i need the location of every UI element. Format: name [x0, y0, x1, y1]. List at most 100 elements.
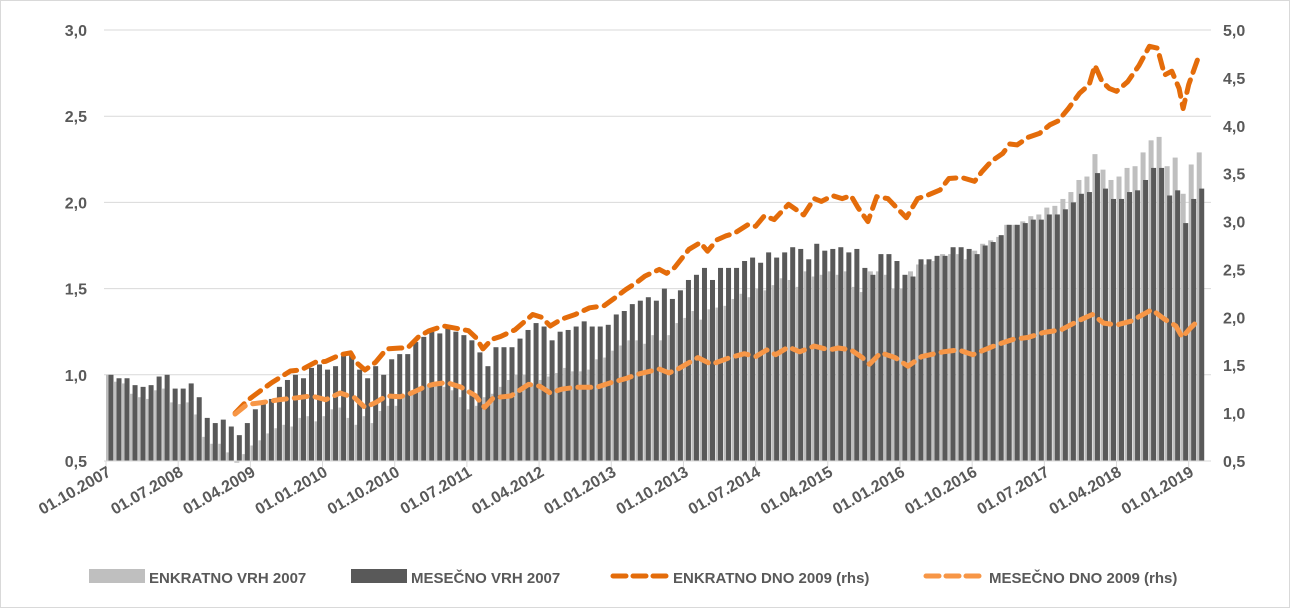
- x-tick-label: 01.07.2008: [108, 464, 186, 519]
- bar-mesecno-vrh: [1143, 179, 1149, 461]
- bar-mesecno-vrh: [292, 374, 298, 461]
- bar-mesecno-vrh: [557, 331, 563, 461]
- bar-mesecno-vrh: [621, 311, 627, 461]
- y-left-tick-label: 0,5: [65, 454, 87, 471]
- bar-mesecno-vrh: [268, 398, 274, 461]
- bar-mesecno-vrh: [766, 252, 772, 461]
- x-tick-label: 01.10.2013: [614, 464, 692, 519]
- y-right-tick-label: 0,5: [1223, 454, 1245, 471]
- bar-mesecno-vrh: [637, 300, 643, 461]
- bar-mesecno-vrh: [517, 338, 523, 461]
- bar-mesecno-vrh: [782, 252, 788, 461]
- bar-enkratno-vrh: [234, 461, 240, 463]
- legend-item-enkratno-dno: ENKRATNO DNO 2009 (rhs): [610, 570, 869, 587]
- series-mesecno-vrh-2007: [108, 167, 1205, 462]
- y-right-tick-label: 3,0: [1223, 215, 1245, 232]
- bar-mesecno-vrh: [1062, 209, 1068, 461]
- bar-mesecno-vrh: [188, 383, 194, 461]
- bar-mesecno-vrh: [878, 254, 884, 461]
- bar-mesecno-vrh: [1111, 198, 1116, 461]
- y-left-tick-label: 2,5: [65, 109, 87, 126]
- bar-mesecno-vrh: [958, 247, 964, 461]
- bar-mesecno-vrh: [204, 417, 210, 461]
- line-series: [232, 43, 1200, 417]
- legend-swatch-dark-gray: [351, 569, 407, 583]
- bar-mesecno-vrh: [373, 366, 379, 461]
- bar-mesecno-vrh: [605, 324, 611, 461]
- bar-mesecno-vrh: [910, 276, 916, 461]
- y-left-tick-label: 1,5: [65, 282, 87, 299]
- bar-mesecno-vrh: [132, 385, 138, 461]
- legend-item-enkratno-vrh: ENKRATNO VRH 2007: [89, 569, 306, 587]
- bar-mesecno-vrh: [902, 274, 908, 461]
- bar-mesecno-vrh: [974, 254, 980, 461]
- x-tick-label: 01.07.2017: [974, 464, 1052, 519]
- bar-mesecno-vrh: [734, 267, 740, 461]
- bar-mesecno-vrh: [349, 354, 355, 461]
- bar-mesecno-vrh: [982, 245, 988, 461]
- legend-label: MESEČNO DNO 2009 (rhs): [989, 569, 1177, 587]
- bar-mesecno-vrh: [212, 423, 218, 461]
- bar-mesecno-vrh: [1022, 223, 1028, 461]
- bar-mesecno-vrh: [838, 247, 844, 461]
- x-tick-label: 01.04.2018: [1047, 464, 1125, 519]
- y-right-tick-label: 2,0: [1223, 310, 1245, 327]
- bar-mesecno-vrh: [325, 369, 331, 461]
- bar-mesecno-vrh: [333, 366, 339, 461]
- bar-mesecno-vrh: [942, 255, 948, 461]
- bar-mesecno-vrh: [541, 326, 547, 461]
- bar-mesecno-vrh: [300, 378, 306, 461]
- legend-swatch-light-gray: [89, 569, 145, 583]
- bar-mesecno-vrh: [140, 386, 146, 461]
- bar-mesecno-vrh: [389, 359, 395, 461]
- bar-mesecno-vrh: [244, 423, 250, 461]
- bar-mesecno-vrh: [685, 279, 691, 461]
- bar-mesecno-vrh: [918, 259, 924, 461]
- legend-label: ENKRATNO VRH 2007: [149, 570, 306, 587]
- x-tick-label: 01.07.2014: [686, 464, 764, 519]
- x-tick-label: 01.10.2007: [36, 464, 114, 519]
- bar-mesecno-vrh: [501, 347, 507, 461]
- bar-mesecno-vrh: [653, 300, 659, 461]
- bar-mesecno-vrh: [581, 321, 587, 461]
- bar-mesecno-vrh: [469, 340, 475, 461]
- bar-mesecno-vrh: [870, 274, 876, 461]
- bar-mesecno-vrh: [1054, 214, 1060, 461]
- bar-mesecno-vrh: [1183, 223, 1189, 461]
- bar-mesecno-vrh: [693, 274, 699, 461]
- bar-mesecno-vrh: [1135, 190, 1141, 461]
- bar-mesecno-vrh: [613, 314, 619, 461]
- bar-mesecno-vrh: [701, 267, 707, 461]
- x-tick-label: 01.10.2010: [325, 464, 403, 519]
- bar-mesecno-vrh: [710, 279, 715, 461]
- bar-mesecno-vrh: [228, 426, 234, 461]
- bar-mesecno-vrh: [926, 259, 932, 461]
- bar-mesecno-vrh: [397, 354, 403, 461]
- legend: ENKRATNO VRH 2007 MESEČNO VRH 2007 ENKRA…: [89, 569, 1177, 587]
- bar-mesecno-vrh: [509, 347, 515, 461]
- bar-mesecno-vrh: [798, 248, 804, 461]
- bar-mesecno-vrh: [421, 336, 427, 461]
- legend-label: ENKRATNO DNO 2009 (rhs): [673, 570, 869, 587]
- bar-mesecno-vrh: [156, 376, 162, 461]
- bar-mesecno-vrh: [1127, 192, 1133, 461]
- x-tick-label: 01.01.2016: [830, 464, 908, 519]
- bar-mesecno-vrh: [814, 243, 820, 461]
- bar-mesecno-vrh: [453, 331, 459, 461]
- bar-mesecno-vrh: [429, 331, 435, 461]
- bar-mesecno-vrh: [276, 386, 282, 461]
- bar-mesecno-vrh: [124, 378, 130, 461]
- legend-label: MESEČNO VRH 2007: [411, 569, 560, 587]
- legend-item-mesecno-vrh: MESEČNO VRH 2007: [351, 569, 560, 587]
- bar-mesecno-vrh: [597, 326, 603, 461]
- y-left-tick-label: 3,0: [65, 23, 87, 40]
- bar-mesecno-vrh: [317, 364, 323, 461]
- y-right-tick-label: 2,5: [1223, 262, 1245, 279]
- bar-mesecno-vrh: [950, 247, 956, 461]
- bar-mesecno-vrh: [493, 347, 499, 461]
- bar-mesecno-vrh: [990, 242, 996, 461]
- bar-mesecno-vrh: [750, 257, 756, 461]
- bar-mesecno-vrh: [1086, 192, 1092, 461]
- bar-mesecno-vrh: [1167, 195, 1173, 461]
- bar-mesecno-vrh: [1078, 193, 1084, 461]
